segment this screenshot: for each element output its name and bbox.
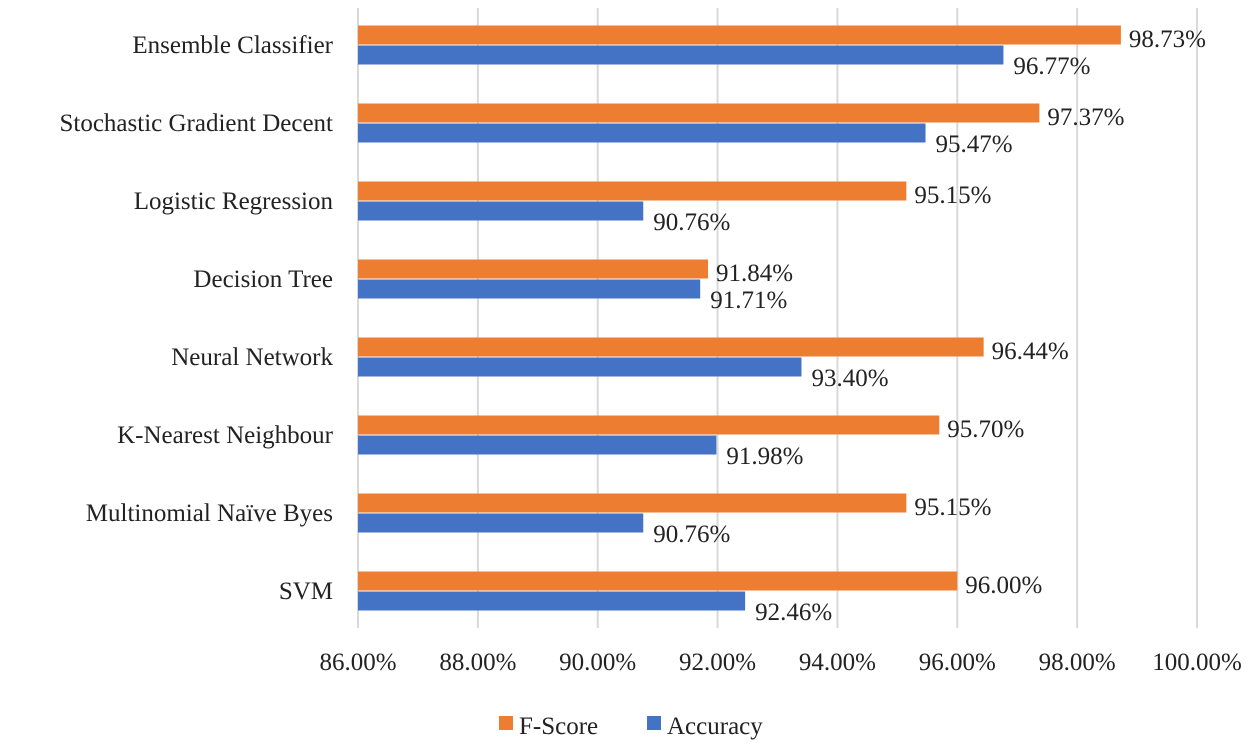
bar-accuracy-multinomial-na-ve-byes bbox=[358, 513, 644, 533]
data-label-accuracy: 96.77% bbox=[1013, 53, 1090, 80]
bar-f-score-stochastic-gradient-decent bbox=[358, 103, 1040, 123]
category-label: Neural Network bbox=[171, 344, 333, 371]
bar-f-score-logistic-regression bbox=[358, 181, 907, 201]
x-tick-label: 86.00% bbox=[319, 649, 396, 676]
category-label: Logistic Regression bbox=[134, 188, 334, 215]
legend-swatch-f-score bbox=[499, 716, 513, 730]
data-label-f-score: 91.84% bbox=[716, 260, 793, 287]
category-label: Ensemble Classifier bbox=[132, 32, 333, 59]
category-label: K-Nearest Neighbour bbox=[117, 422, 334, 449]
x-tick-label: 90.00% bbox=[559, 649, 636, 676]
category-label: SVM bbox=[279, 578, 333, 605]
data-label-accuracy: 93.40% bbox=[811, 365, 888, 392]
bar-accuracy-stochastic-gradient-decent bbox=[358, 123, 926, 143]
category-label: Decision Tree bbox=[193, 266, 333, 293]
bar-f-score-svm bbox=[358, 571, 958, 591]
bars bbox=[358, 25, 1121, 611]
data-label-accuracy: 90.76% bbox=[653, 521, 730, 548]
data-label-accuracy: 95.47% bbox=[936, 131, 1013, 158]
x-tick-labels: 86.00% 88.00% 90.00% 92.00% 94.00% 96.00% 98.0… bbox=[319, 649, 1241, 676]
data-labels: 98.73% 96.77% 97.37% 95.47% 95.15% 90.76% 91.8… bbox=[653, 26, 1206, 626]
gridlines bbox=[357, 8, 1198, 628]
data-label-f-score: 95.15% bbox=[914, 182, 991, 209]
category-label: Stochastic Gradient Decent bbox=[59, 110, 333, 137]
bar-accuracy-ensemble-classifier bbox=[358, 45, 1004, 65]
data-label-f-score: 95.15% bbox=[914, 494, 991, 521]
data-label-accuracy: 91.71% bbox=[710, 287, 787, 314]
legend: F-Score Accuracy bbox=[499, 713, 763, 740]
x-tick-label: 98.00% bbox=[1039, 649, 1116, 676]
bar-f-score-ensemble-classifier bbox=[358, 25, 1121, 45]
legend-swatch-accuracy bbox=[647, 716, 661, 730]
x-tick-label: 94.00% bbox=[799, 649, 876, 676]
bar-accuracy-decision-tree bbox=[358, 279, 701, 299]
data-label-f-score: 96.00% bbox=[965, 572, 1042, 599]
bar-accuracy-svm bbox=[358, 591, 746, 611]
data-label-accuracy: 91.98% bbox=[726, 443, 803, 470]
bar-accuracy-logistic-regression bbox=[358, 201, 644, 221]
data-label-f-score: 98.73% bbox=[1129, 26, 1206, 53]
bar-accuracy-k-nearest-neighbour bbox=[358, 435, 717, 455]
bar-f-score-multinomial-na-ve-byes bbox=[358, 493, 907, 513]
x-tick-label: 96.00% bbox=[919, 649, 996, 676]
category-label: Multinomial Naïve Byes bbox=[86, 500, 333, 527]
data-label-accuracy: 90.76% bbox=[653, 209, 730, 236]
x-tick-label: 88.00% bbox=[439, 649, 516, 676]
bar-accuracy-neural-network bbox=[358, 357, 802, 377]
bar-f-score-neural-network bbox=[358, 337, 984, 357]
legend-label-accuracy: Accuracy bbox=[667, 713, 763, 740]
data-label-f-score: 97.37% bbox=[1047, 104, 1124, 131]
category-labels: Ensemble Classifier Stochastic Gradient D… bbox=[59, 32, 333, 605]
data-label-f-score: 95.70% bbox=[947, 416, 1024, 443]
legend-label-f-score: F-Score bbox=[519, 713, 598, 740]
x-tick-label: 92.00% bbox=[679, 649, 756, 676]
data-label-f-score: 96.44% bbox=[992, 338, 1069, 365]
bar-f-score-decision-tree bbox=[358, 259, 708, 279]
data-label-accuracy: 92.46% bbox=[755, 599, 832, 626]
bar-f-score-k-nearest-neighbour bbox=[358, 415, 940, 435]
x-tick-label: 100.00% bbox=[1152, 649, 1242, 676]
